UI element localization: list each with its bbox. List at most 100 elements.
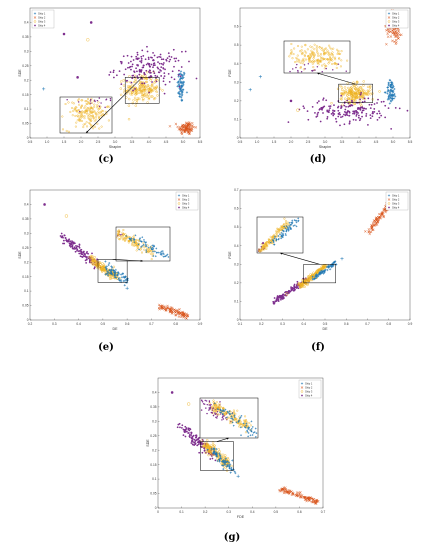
inset-point-ship1 xyxy=(154,255,157,258)
data-point-ship4 xyxy=(337,115,340,118)
data-point-ship2 xyxy=(166,306,169,310)
data-point-ship3 xyxy=(342,92,345,95)
legend-label: Ship 3 xyxy=(392,19,400,23)
inset-point-ship3 xyxy=(74,106,77,109)
inset-point-ship3 xyxy=(125,238,128,241)
data-point-ship4 xyxy=(85,258,88,261)
data-point-ship4 xyxy=(282,293,285,296)
data-point-ship1 xyxy=(387,83,390,86)
data-point-ship2 xyxy=(284,488,287,492)
data-point-ship1 xyxy=(117,272,120,276)
data-point-ship4 xyxy=(387,107,390,109)
inset-point-ship3 xyxy=(319,54,322,57)
inset-point-ship1 xyxy=(222,409,224,411)
data-point-ship1 xyxy=(322,272,325,275)
data-point-ship2 xyxy=(391,29,394,32)
data-point-ship4 xyxy=(365,112,368,115)
data-point-ship1 xyxy=(221,460,224,463)
data-point-ship3 xyxy=(92,259,95,263)
inset-point-ship3 xyxy=(332,47,335,50)
outlier-point-ship1 xyxy=(42,87,46,91)
data-point-ship3 xyxy=(350,86,353,90)
inset-point-ship1 xyxy=(286,228,289,231)
inset-point-ship3 xyxy=(118,230,121,233)
data-point-ship4 xyxy=(317,111,320,114)
inset-point-ship3 xyxy=(81,99,84,102)
inset-point-ship1 xyxy=(288,228,290,231)
inset-point-ship3 xyxy=(150,258,153,261)
inset-point-ship3 xyxy=(86,102,89,105)
data-point-ship4 xyxy=(322,112,324,114)
data-point-ship1 xyxy=(110,268,113,271)
data-point-ship3 xyxy=(151,95,154,98)
inset-point-ship3 xyxy=(264,246,267,249)
data-point-ship4 xyxy=(284,290,287,293)
inset-point-ship3 xyxy=(309,60,312,63)
inset-point-ship1 xyxy=(279,233,281,236)
data-point-ship4 xyxy=(127,62,130,64)
data-point-ship3 xyxy=(154,89,158,92)
data-point-ship4 xyxy=(279,296,281,298)
x-tick-label: 4.0 xyxy=(147,140,152,144)
inset-point-ship3 xyxy=(123,239,126,242)
data-point-ship4 xyxy=(83,253,86,255)
inset-point-ship3 xyxy=(75,121,78,124)
data-point-ship1 xyxy=(114,271,117,274)
inset-point-ship4 xyxy=(209,407,212,409)
data-point-ship4 xyxy=(197,443,200,446)
outlier-point-ship4 xyxy=(170,391,174,394)
data-point-ship4 xyxy=(162,77,165,80)
inset-point-ship3 xyxy=(318,60,321,63)
data-point-ship4 xyxy=(147,58,150,60)
data-point-ship3 xyxy=(131,91,134,94)
data-point-ship1 xyxy=(224,457,228,460)
data-point-ship3 xyxy=(304,279,307,283)
data-point-ship4 xyxy=(376,102,378,104)
inset-point-ship3 xyxy=(131,242,134,245)
data-point-ship4 xyxy=(141,66,144,69)
inset-point-ship3 xyxy=(149,245,152,248)
data-point-ship3 xyxy=(302,285,305,288)
inset-point-ship4 xyxy=(109,98,112,100)
inset-point-ship4 xyxy=(216,411,219,413)
data-point-ship1 xyxy=(206,448,209,451)
data-point-ship4 xyxy=(193,438,196,441)
data-point-ship3 xyxy=(297,282,301,285)
data-point-ship2 xyxy=(174,313,178,317)
data-point-ship4 xyxy=(85,257,88,259)
inset-point-ship3 xyxy=(260,248,263,251)
data-point-ship1 xyxy=(181,77,184,80)
data-point-ship2 xyxy=(183,130,187,134)
inset-point-ship3 xyxy=(95,115,98,118)
data-point-ship3 xyxy=(342,89,346,93)
data-point-ship3 xyxy=(127,117,131,121)
data-point-ship4 xyxy=(295,287,298,289)
data-point-ship3 xyxy=(88,256,92,259)
inset-point-ship3 xyxy=(86,113,89,116)
data-point-ship4 xyxy=(157,71,160,74)
inset-point-ship3 xyxy=(236,409,239,412)
data-point-ship3 xyxy=(101,262,104,265)
inset-point-ship1 xyxy=(293,219,296,222)
data-point-ship4 xyxy=(346,112,349,114)
data-point-ship4 xyxy=(156,75,159,78)
inset-point-ship3 xyxy=(82,126,85,129)
x-tick-label: 0.4 xyxy=(76,322,81,326)
data-point-ship3 xyxy=(141,85,144,88)
data-point-ship3 xyxy=(340,86,344,89)
inset-point-ship3 xyxy=(95,112,98,115)
data-point-ship3 xyxy=(155,85,158,88)
inset-point-ship3 xyxy=(292,53,295,56)
data-point-ship2 xyxy=(385,42,388,46)
inset-point-ship3 xyxy=(71,114,74,117)
data-point-ship3 xyxy=(112,265,116,269)
data-point-ship4 xyxy=(297,287,300,290)
x-tick-label: 0.5 xyxy=(238,140,243,144)
data-point-ship4 xyxy=(287,289,290,292)
inset-point-ship4 xyxy=(204,399,206,402)
data-point-ship1 xyxy=(229,471,232,474)
data-point-ship4 xyxy=(167,52,170,55)
data-point-ship4 xyxy=(328,105,330,108)
data-point-ship4 xyxy=(162,58,165,61)
